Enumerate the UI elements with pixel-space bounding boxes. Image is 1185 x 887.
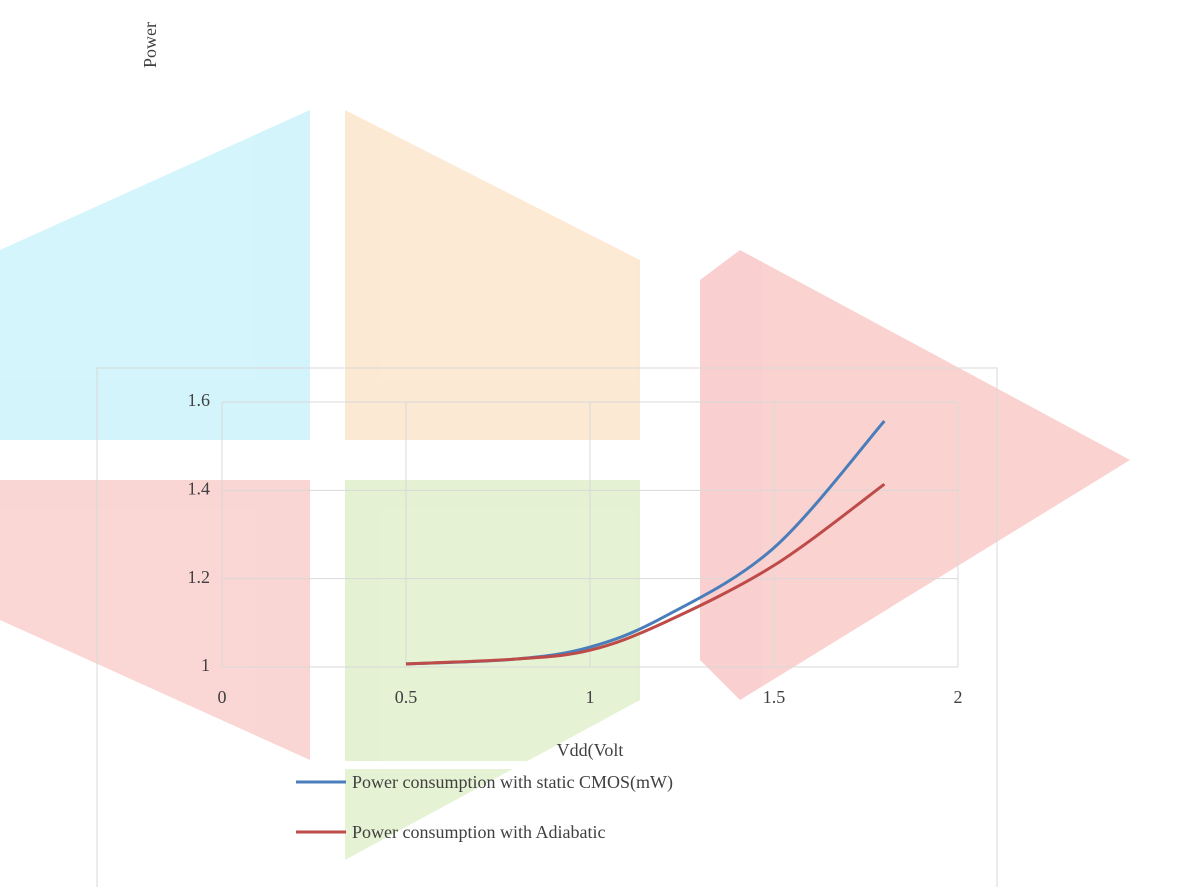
y-tick-label: 1 bbox=[201, 655, 210, 675]
crop-mask bbox=[98, 880, 996, 887]
series-line bbox=[405, 482, 886, 666]
x-tick-label: 2 bbox=[954, 687, 963, 707]
x-tick-label: 0 bbox=[218, 687, 227, 707]
x-tick-label: 1 bbox=[586, 687, 595, 707]
x-axis-label: Vdd(Volt bbox=[557, 740, 624, 761]
legend-label: Power consumption with static CMOS(mW) bbox=[352, 772, 673, 793]
x-tick-label: 0.5 bbox=[395, 687, 418, 707]
y-tick-label: 1.2 bbox=[188, 567, 211, 587]
y-axis-label: Power bbox=[140, 22, 160, 68]
x-tick-label: 1.5 bbox=[763, 687, 786, 707]
y-tick-label: 1.4 bbox=[188, 478, 211, 498]
chart-frame bbox=[96, 367, 998, 887]
crop-mask bbox=[98, 761, 996, 769]
legend-label: Power consumption with Adiabatic bbox=[352, 822, 605, 842]
y-tick-label: 1.6 bbox=[188, 390, 211, 410]
